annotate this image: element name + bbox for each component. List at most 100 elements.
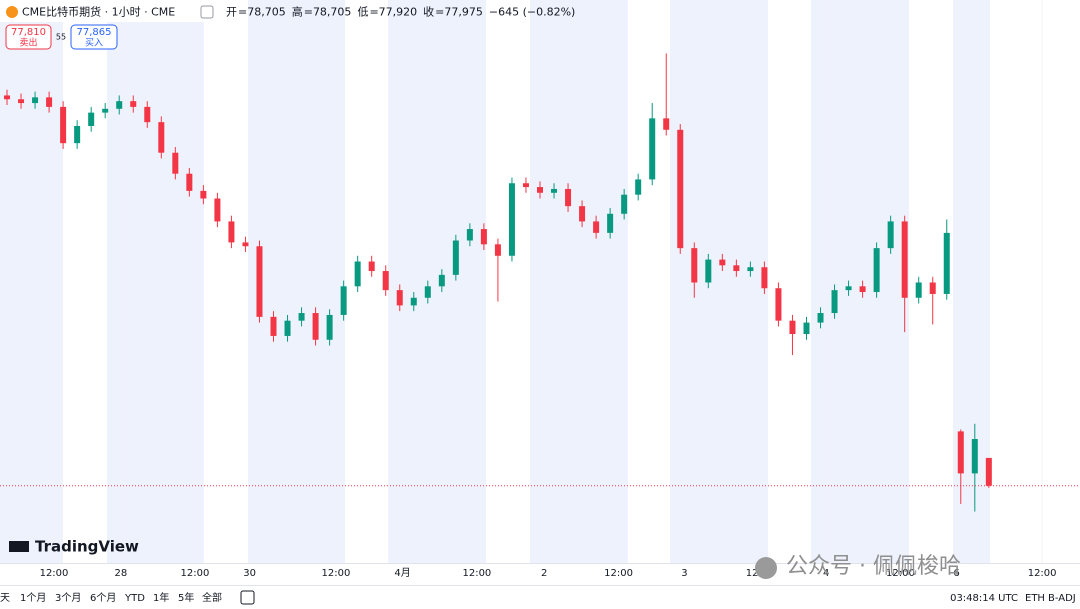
session-band bbox=[388, 0, 486, 563]
candle-body bbox=[677, 129, 684, 249]
x-tick-label: 30 bbox=[243, 568, 256, 579]
session-toggle[interactable]: ETH bbox=[1025, 593, 1045, 604]
candle-body bbox=[985, 457, 992, 486]
candle-body bbox=[396, 290, 403, 306]
x-tick-label: 3 bbox=[681, 568, 687, 579]
session-band bbox=[530, 0, 628, 563]
x-tick-label: 2 bbox=[541, 568, 547, 579]
x-tick-label: 6 bbox=[953, 568, 959, 579]
candle-body bbox=[901, 221, 908, 298]
candle-body bbox=[102, 108, 109, 113]
candle-body bbox=[466, 229, 473, 241]
visibility-toggle[interactable] bbox=[200, 5, 214, 19]
candle-body bbox=[88, 112, 95, 126]
session-band bbox=[107, 0, 204, 563]
candle-body bbox=[733, 265, 740, 272]
x-tick-label: 12:00 bbox=[40, 568, 69, 579]
candle-body bbox=[873, 248, 880, 293]
spread: 55 bbox=[56, 33, 66, 42]
candle-body bbox=[410, 297, 417, 306]
buy-price: 77,865 bbox=[77, 27, 112, 38]
adjust-toggle[interactable]: B-ADJ bbox=[1048, 593, 1076, 604]
candle-body bbox=[761, 267, 768, 289]
candle-body bbox=[186, 173, 193, 191]
candle-body bbox=[887, 221, 894, 249]
watermark: 公众号 · 佩佩梭哈 bbox=[786, 554, 961, 579]
ohlc-eq: = bbox=[369, 6, 378, 19]
candle-body bbox=[46, 97, 53, 107]
ohlc-name: 低 bbox=[357, 6, 368, 19]
candle-body bbox=[621, 194, 628, 214]
goto-date-button[interactable] bbox=[240, 590, 255, 605]
sell-label: 卖出 bbox=[19, 37, 37, 49]
candle-body bbox=[691, 248, 698, 283]
candle-body bbox=[172, 152, 179, 174]
candle-body bbox=[354, 261, 361, 287]
buy-label: 买入 bbox=[85, 38, 103, 49]
x-tick-label: 12:00 bbox=[1028, 568, 1057, 579]
candle-body bbox=[130, 101, 137, 107]
buy-button[interactable] bbox=[70, 24, 118, 50]
range-button[interactable]: 6个月 bbox=[90, 592, 116, 604]
x-tick-label: 28 bbox=[115, 568, 128, 579]
candle-body bbox=[200, 190, 207, 199]
clock: 03:48:14 UTC bbox=[950, 593, 1018, 604]
candle-body bbox=[593, 221, 600, 233]
session-band bbox=[670, 0, 768, 563]
ohlc-eq: = bbox=[304, 6, 313, 19]
session-band bbox=[953, 0, 990, 563]
candle-body bbox=[803, 322, 810, 335]
candle-body bbox=[663, 118, 670, 130]
range-button[interactable]: 3个月 bbox=[55, 592, 81, 604]
candle-body bbox=[452, 240, 459, 275]
candle-body bbox=[929, 282, 936, 294]
header-bg bbox=[0, 0, 220, 22]
session-band bbox=[0, 0, 63, 563]
candle-body bbox=[649, 118, 656, 180]
candle-body bbox=[565, 188, 572, 207]
candle-body bbox=[340, 286, 347, 315]
candle-body bbox=[943, 232, 950, 294]
x-tick-label: 12:00 bbox=[322, 568, 351, 579]
symbol-icon bbox=[6, 6, 18, 18]
session-band bbox=[248, 0, 345, 563]
candle-body bbox=[74, 125, 81, 144]
candle-body bbox=[368, 261, 375, 272]
candle-body bbox=[256, 246, 263, 317]
range-button[interactable]: 全部 bbox=[202, 591, 222, 604]
candle-body bbox=[551, 188, 558, 193]
candle-body bbox=[635, 179, 642, 195]
candle-body bbox=[705, 259, 712, 283]
candle-body bbox=[508, 183, 515, 256]
candle-body bbox=[957, 431, 964, 474]
candle-body bbox=[522, 183, 529, 188]
candle-body bbox=[438, 274, 445, 287]
ohlc-name: 收 bbox=[423, 5, 434, 19]
candle-body bbox=[4, 95, 11, 100]
range-button[interactable]: YTD bbox=[124, 593, 145, 604]
candle-body bbox=[607, 213, 614, 233]
ohlc-eq: = bbox=[435, 6, 444, 19]
candle-body bbox=[971, 439, 978, 474]
session-band bbox=[811, 0, 909, 563]
ohlc-value: 77,920 bbox=[379, 6, 418, 19]
range-button[interactable]: 天 bbox=[0, 593, 10, 604]
x-tick-label: 4月 bbox=[394, 567, 410, 579]
range-button[interactable]: 1个月 bbox=[20, 592, 46, 604]
candle-body bbox=[214, 198, 221, 222]
ohlc-value: 78,705 bbox=[313, 6, 352, 19]
x-tick-label: 12:00 bbox=[462, 568, 491, 579]
watermark-icon bbox=[755, 557, 777, 579]
range-button[interactable]: 5年 bbox=[178, 591, 194, 604]
logo: TradingView bbox=[35, 538, 139, 556]
candle-body bbox=[18, 99, 25, 104]
candle-body bbox=[144, 106, 151, 123]
candle-body bbox=[424, 286, 431, 298]
candle-body bbox=[480, 229, 487, 245]
candle-body bbox=[719, 259, 726, 266]
x-tick-label: 4 bbox=[823, 568, 829, 579]
ohlc-name: 高 bbox=[292, 5, 303, 19]
sell-button[interactable] bbox=[5, 24, 52, 50]
range-button[interactable]: 1年 bbox=[153, 591, 169, 604]
logo-icon bbox=[9, 541, 29, 552]
